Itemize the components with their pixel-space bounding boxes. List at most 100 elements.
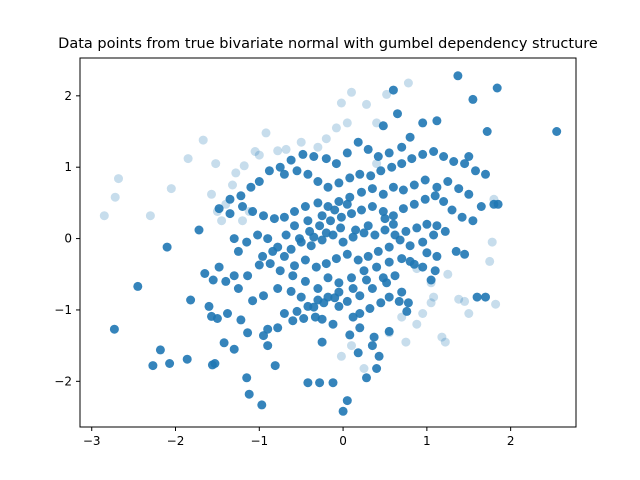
x-tick-label: 2 [507, 434, 515, 448]
data-point [186, 295, 196, 305]
data-point [403, 78, 413, 88]
data-point [221, 199, 231, 209]
data-point [476, 202, 486, 211]
data-point [359, 364, 369, 373]
data-point [323, 273, 333, 283]
data-point [309, 232, 319, 242]
data-point [489, 194, 499, 204]
data-point [481, 292, 490, 302]
data-point [336, 351, 346, 361]
data-point [426, 278, 436, 288]
data-point [430, 191, 440, 201]
data-point [242, 237, 252, 247]
data-point [348, 284, 358, 293]
data-point [207, 189, 216, 199]
data-point [342, 249, 352, 259]
data-point [338, 406, 348, 416]
data-point [401, 337, 411, 347]
data-point [347, 209, 356, 219]
data-point [366, 171, 376, 181]
data-point [363, 221, 373, 231]
data-point [317, 314, 327, 324]
data-point [182, 354, 192, 364]
data-point [334, 197, 344, 206]
data-point [338, 237, 348, 247]
data-point [253, 230, 263, 240]
data-point [257, 400, 267, 410]
data-point [300, 276, 310, 286]
data-point [412, 319, 422, 329]
data-point [242, 373, 252, 383]
x-tick-label: 1 [423, 434, 431, 448]
data-point [369, 332, 379, 342]
data-point [468, 216, 478, 226]
data-point [219, 338, 229, 348]
data-point [290, 207, 299, 216]
data-point [372, 118, 382, 128]
data-point [303, 301, 313, 311]
data-point [355, 291, 365, 301]
data-point [336, 98, 346, 108]
data-point [342, 148, 352, 158]
y-tick-label: 2 [64, 89, 72, 103]
data-point [397, 142, 407, 152]
data-point [236, 315, 246, 325]
data-point [398, 185, 408, 195]
data-point [254, 150, 264, 160]
plot-frame [79, 57, 577, 428]
data-point [313, 198, 323, 208]
data-point [384, 148, 394, 158]
data-point [397, 254, 407, 264]
data-point [228, 180, 237, 190]
data-point [355, 169, 365, 179]
data-point [331, 123, 341, 133]
data-point [342, 118, 352, 128]
data-point [493, 199, 503, 209]
data-point [334, 178, 344, 188]
data-point [238, 216, 247, 226]
x-tick-label: −1 [250, 434, 268, 448]
data-point [328, 378, 338, 388]
data-point [439, 197, 449, 206]
data-point [208, 275, 218, 285]
data-point [454, 294, 464, 304]
data-point [261, 128, 271, 138]
data-point [211, 159, 221, 169]
data-point [345, 192, 355, 202]
data-point [214, 204, 224, 214]
data-point [212, 314, 222, 323]
data-point [380, 214, 390, 224]
data-point [418, 149, 428, 159]
data-point [231, 168, 241, 178]
data-point [263, 234, 273, 244]
data-point [334, 301, 344, 311]
data-point [429, 147, 439, 156]
data-point [259, 211, 268, 221]
data-point [443, 269, 453, 279]
data-point [342, 296, 352, 306]
data-point [273, 323, 283, 333]
points-layer [99, 71, 562, 416]
data-point [443, 177, 453, 186]
y-tick-label: 1 [64, 160, 72, 174]
data-point [460, 296, 470, 306]
data-point [165, 359, 175, 368]
data-point [133, 281, 143, 291]
data-point [233, 284, 243, 293]
data-point [464, 309, 474, 318]
data-point [460, 249, 470, 259]
data-point [303, 378, 313, 388]
data-point [363, 144, 373, 154]
y-tick-label: −2 [54, 374, 72, 388]
data-point [317, 211, 327, 221]
data-point [334, 278, 344, 288]
data-point [263, 341, 273, 351]
data-point [321, 259, 331, 269]
data-point [275, 162, 285, 172]
x-tick-label: 0 [339, 434, 347, 448]
data-point [243, 328, 253, 338]
data-point [384, 257, 394, 267]
data-point [225, 209, 235, 219]
data-point [303, 216, 313, 226]
data-point [403, 298, 413, 308]
